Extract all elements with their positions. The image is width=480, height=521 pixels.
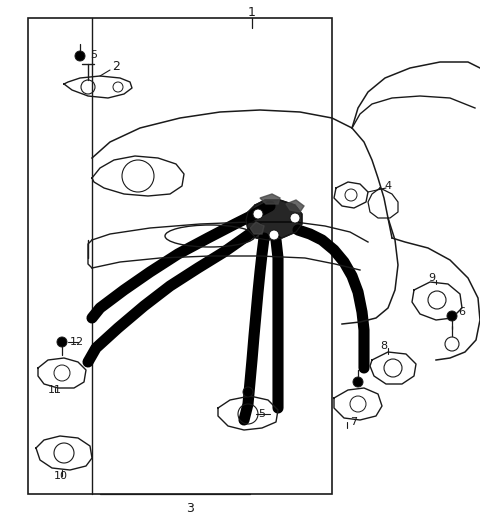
Polygon shape [250,222,264,234]
Text: 9: 9 [428,273,435,283]
Polygon shape [246,200,302,240]
Circle shape [447,311,457,321]
Bar [28,18,332,494]
Polygon shape [260,194,280,204]
Text: 1: 1 [248,6,256,19]
Circle shape [75,51,85,61]
Text: 11: 11 [48,385,62,395]
Circle shape [353,377,363,387]
Circle shape [243,387,253,397]
Text: 5: 5 [90,50,97,60]
Text: 10: 10 [54,471,68,481]
Circle shape [253,209,263,219]
Text: 2: 2 [112,59,120,72]
Text: 4: 4 [384,181,391,191]
Text: 7: 7 [350,417,357,427]
Text: 8: 8 [380,341,387,351]
Circle shape [290,213,300,223]
Text: 5: 5 [258,409,265,419]
Text: 12: 12 [70,337,84,347]
Circle shape [269,230,279,240]
Text: 3: 3 [186,502,194,515]
Text: 6: 6 [458,307,465,317]
Circle shape [57,337,67,347]
Polygon shape [286,200,304,212]
